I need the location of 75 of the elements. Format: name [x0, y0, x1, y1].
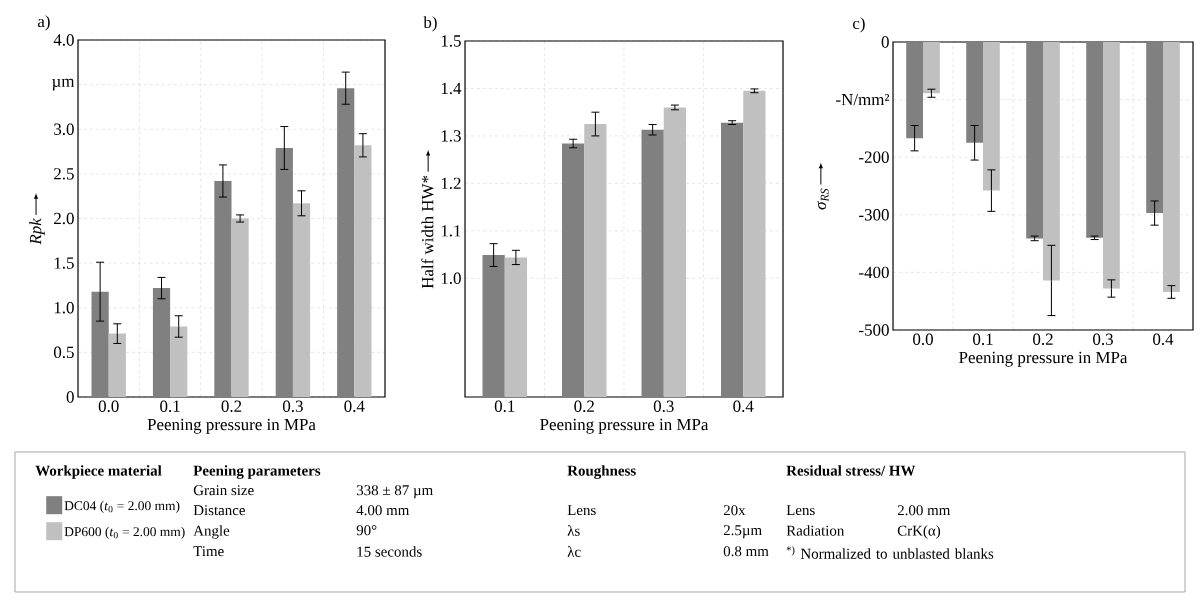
y-tick-label: 3.0: [54, 123, 74, 135]
y-tick-label: 0.5: [53, 346, 74, 359]
text: Time: [193, 546, 224, 557]
bar: [231, 218, 249, 397]
x-tick-label: 0.1: [494, 400, 515, 412]
x-axis-title: Peening pressure in MPa: [147, 418, 316, 434]
text: $^{*)}$ Normalized to unblasted blanks: [786, 546, 994, 559]
legend-label: DC04 (t$_{0}$ = 2.00 mm): [64, 500, 180, 513]
y-tick-label: µm: [52, 78, 75, 91]
text: Lens: [786, 505, 815, 516]
text: Radiation: [786, 525, 845, 536]
legend-label: DP600 (t$_{0}$ = 2.00 mm): [64, 526, 185, 539]
y-axis-title: Rpk: [29, 217, 45, 245]
legend-title: Workpiece material: [35, 465, 162, 479]
text: 338 ± 87 µm: [356, 485, 433, 499]
text: 4.00 mm: [356, 505, 410, 516]
bar: [91, 291, 109, 397]
text: CrK(α): [897, 525, 941, 539]
text: Grain size: [193, 485, 254, 496]
text: 20x: [723, 505, 746, 516]
x-tick-label: 0.1: [973, 333, 993, 345]
x-axis-title: Peening pressure in MPa: [540, 418, 709, 434]
x-tick-label: 0.2: [574, 400, 594, 412]
y-tick-label: 1.5: [54, 257, 74, 269]
x-tick-label: 0.4: [344, 400, 365, 412]
text: 2.00 mm: [897, 505, 951, 516]
text: λs: [567, 525, 580, 536]
text: Roughness: [567, 465, 636, 479]
y-tick-label: -500: [859, 324, 889, 336]
y-tick-label: 1.0: [441, 272, 461, 285]
text: Angle: [193, 525, 230, 539]
text: 2.5µm: [723, 525, 762, 539]
x-tick-label: 0.0: [98, 400, 119, 412]
x-axis-title: Peening pressure in MPa: [959, 351, 1128, 367]
x-tick-label: 0.2: [1033, 333, 1053, 345]
y-tick-label: 1.4: [441, 82, 462, 95]
y-tick-label: 1.0: [54, 301, 74, 314]
chart-title: a): [37, 15, 50, 31]
text: Peening parameters: [193, 465, 321, 479]
bar: [214, 181, 232, 397]
x-tick-label: 0.4: [1153, 333, 1174, 345]
y-tick-label: 2.5: [54, 168, 74, 180]
y-tick-label: 1.3: [441, 130, 461, 142]
x-tick-label: 0.3: [653, 400, 674, 412]
text: Residual stress/ HW: [786, 465, 916, 476]
chart-title: c): [852, 17, 865, 33]
x-tick-label: 0.1: [160, 400, 180, 412]
x-tick-label: 0.3: [282, 400, 303, 412]
y-tick-label: -300: [859, 209, 889, 221]
chart-title: b): [423, 16, 437, 32]
x-tick-label: 0.4: [733, 400, 754, 412]
bar: [337, 88, 355, 397]
y-tick-label: 1.5: [441, 35, 461, 47]
y-tick-label: 1.1: [441, 225, 461, 237]
x-tick-label: 0.2: [221, 400, 242, 412]
x-tick-label: 0.3: [1093, 333, 1113, 345]
y-tick-label: 1.2: [441, 177, 461, 190]
y-tick-label: -400: [859, 266, 889, 279]
text: 15 seconds: [357, 546, 422, 557]
x-tick-label: 0.0: [913, 333, 933, 345]
text: Distance: [193, 505, 245, 516]
y-axis-title: Half width HW*: [421, 175, 434, 289]
y-tick-label: 0: [66, 391, 74, 403]
y-tick-label: -200: [859, 151, 889, 163]
y-tick-label: 2.0: [54, 212, 74, 225]
text: λc: [567, 546, 581, 557]
bar: [275, 147, 293, 397]
y-tick-label: 4.0: [53, 34, 74, 46]
y-tick-label: -N/mm²: [836, 93, 890, 106]
y-axis-title: σ$_{RS}$: [817, 188, 829, 210]
text: 0.8 mm: [723, 546, 769, 557]
text: Lens: [567, 505, 596, 516]
y-tick-label: 0: [881, 36, 889, 48]
bar: [152, 288, 171, 397]
text: 90°: [356, 525, 377, 536]
